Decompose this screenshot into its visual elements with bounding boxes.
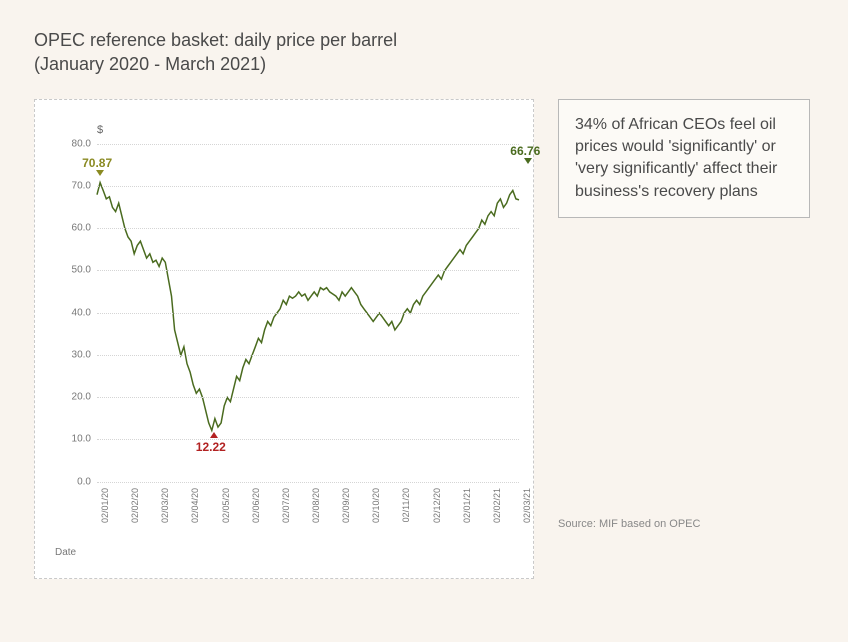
callout-label: 12.22 [196, 440, 226, 454]
plot-area: 0.010.020.030.040.050.060.070.080.002/01… [97, 144, 519, 482]
x-tick-label: 02/07/20 [281, 488, 291, 523]
grid-line [97, 397, 519, 398]
x-tick-label: 02/03/21 [522, 488, 532, 523]
grid-line [97, 313, 519, 314]
x-tick-label: 02/08/20 [311, 488, 321, 523]
y-tick-label: 60.0 [72, 223, 91, 234]
sidebar: 34% of African CEOs feel oil prices woul… [558, 99, 810, 531]
x-axis-label: Date [55, 547, 76, 558]
callout-label: 70.87 [82, 156, 112, 170]
y-tick-label: 50.0 [72, 265, 91, 276]
chart-panel: $ 0.010.020.030.040.050.060.070.080.002/… [34, 99, 534, 579]
info-box: 34% of African CEOs feel oil prices woul… [558, 99, 810, 219]
x-tick-label: 02/05/20 [221, 488, 231, 523]
x-tick-label: 02/12/20 [432, 488, 442, 523]
title-line-1: OPEC reference basket: daily price per b… [34, 28, 814, 52]
x-tick-label: 02/11/20 [401, 488, 411, 522]
y-tick-label: 0.0 [77, 476, 91, 487]
y-tick-label: 80.0 [72, 138, 91, 149]
y-tick-label: 20.0 [72, 392, 91, 403]
grid-line [97, 482, 519, 483]
grid-line [97, 228, 519, 229]
y-tick-label: 40.0 [72, 307, 91, 318]
x-tick-label: 02/09/20 [341, 488, 351, 523]
y-tick-label: 70.0 [72, 180, 91, 191]
x-tick-label: 02/02/21 [492, 488, 502, 523]
x-tick-label: 02/06/20 [251, 488, 261, 523]
grid-line [97, 439, 519, 440]
x-tick-label: 02/10/20 [371, 488, 381, 523]
x-tick-label: 02/04/20 [190, 488, 200, 523]
grid-line [97, 270, 519, 271]
source-text: Source: MIF based on OPEC [558, 518, 810, 530]
x-tick-label: 02/01/20 [100, 488, 110, 523]
grid-line [97, 355, 519, 356]
grid-line [97, 144, 519, 145]
grid-line [97, 186, 519, 187]
x-tick-label: 02/01/21 [462, 488, 472, 523]
x-tick-label: 02/03/20 [160, 488, 170, 523]
callout-label: 66.76 [510, 144, 540, 158]
title-line-2: (January 2020 - March 2021) [34, 52, 814, 76]
y-tick-label: 30.0 [72, 349, 91, 360]
y-tick-label: 10.0 [72, 434, 91, 445]
chart-title: OPEC reference basket: daily price per b… [34, 28, 814, 77]
price-line [97, 182, 519, 430]
x-tick-label: 02/02/20 [130, 488, 140, 523]
y-axis-label: $ [97, 124, 103, 136]
